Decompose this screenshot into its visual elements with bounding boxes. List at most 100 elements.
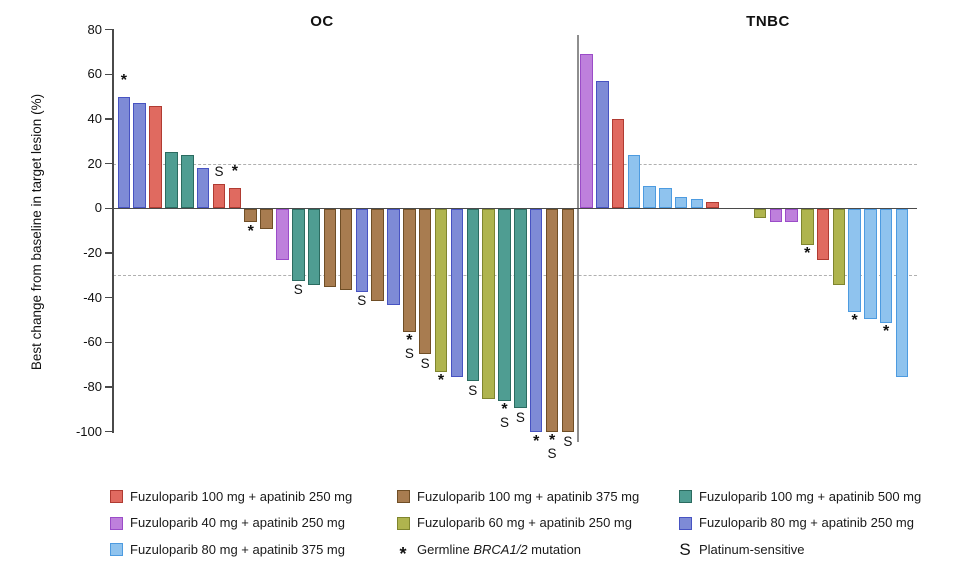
y-tick-label: -40: [83, 289, 102, 305]
bar-tnbc-4: [627, 154, 641, 209]
brca-mark: *: [851, 312, 858, 330]
bar-tnbc-18: [848, 209, 861, 312]
platinum-mark: S: [499, 414, 509, 430]
brca-legend-symbol: *: [399, 544, 407, 564]
y-tick-label: 60: [87, 66, 102, 82]
platinum-mark: S: [547, 446, 557, 462]
bar-tnbc-15: [801, 209, 814, 245]
y-tick: [105, 386, 112, 388]
legend-text: Germline: [417, 541, 474, 557]
bar-oc-7: [212, 183, 226, 209]
y-tick-label: -100: [75, 423, 102, 439]
gene-name: BRCA1/2: [473, 541, 528, 557]
y-tick: [105, 252, 112, 254]
bar-oc-13: [307, 209, 321, 286]
bar-tnbc-16: [816, 209, 830, 261]
bar-oc-10: [260, 209, 273, 230]
platinum-mark: S: [515, 409, 525, 425]
y-axis-title: Best change from baseline in target lesi…: [29, 93, 44, 371]
brca-mark: *: [804, 245, 811, 263]
bar-tnbc-19: [864, 209, 877, 319]
bar-oc-20: [418, 209, 432, 355]
bar-oc-17: [371, 209, 384, 301]
bar-oc-18: [387, 209, 400, 306]
brca-mark: *: [120, 71, 127, 89]
bar-oc-22: [450, 209, 464, 377]
bar-tnbc-17: [832, 209, 846, 286]
panel-title-tnbc: TNBC: [746, 13, 790, 30]
bar-oc-21: [434, 209, 448, 373]
brca-mark: *: [501, 400, 508, 418]
bar-oc-12: [292, 209, 305, 281]
brca-mark: *: [437, 372, 445, 390]
bar-oc-19: [403, 209, 416, 332]
bar-oc-26: [514, 209, 527, 408]
platinum-legend-symbol: S: [679, 540, 691, 559]
reference-line-20: [113, 163, 917, 165]
brca-mark: *: [406, 331, 413, 349]
bar-oc-8: [228, 188, 242, 209]
bar-oc-1: [117, 96, 131, 209]
y-tick-label: -20: [83, 244, 102, 260]
y-tick: [105, 163, 112, 165]
bar-tnbc-13: [769, 209, 783, 223]
bar-oc-16: [355, 209, 368, 292]
y-tick: [105, 341, 112, 344]
y-tick: [105, 118, 112, 120]
bar-oc-15: [339, 209, 353, 290]
legend-item-label: Platinum-sensitive: [699, 541, 805, 557]
brca-mark: *: [533, 432, 540, 450]
bar-tnbc-3: [611, 118, 625, 209]
bar-oc-11: [276, 209, 289, 261]
bar-oc-3: [149, 105, 162, 209]
brca-mark: *: [882, 323, 890, 341]
y-tick: [105, 28, 112, 31]
y-axis-line: [112, 29, 114, 433]
legend-swatch-f40_a250: [110, 516, 123, 530]
panel-title-oc: OC: [310, 13, 334, 30]
brca-mark: *: [548, 432, 556, 450]
bar-oc-28: [545, 209, 559, 433]
platinum-mark: S: [563, 434, 573, 450]
bar-oc-23: [466, 209, 480, 382]
y-tick-label: 80: [87, 21, 102, 37]
y-tick: [105, 431, 112, 433]
panel-divider: [577, 35, 579, 442]
brca-mark: *: [231, 163, 238, 181]
legend-swatch-f80_a250: [679, 516, 692, 530]
y-tick-label: 40: [87, 110, 102, 126]
y-tick: [105, 297, 112, 299]
platinum-mark: S: [468, 382, 478, 398]
bar-tnbc-20: [879, 209, 893, 324]
bar-oc-24: [482, 209, 495, 399]
y-tick: [105, 73, 112, 75]
bar-oc-27: [529, 209, 543, 433]
legend-text: mutation: [527, 541, 582, 557]
legend-item-label: Germline BRCA1/2 mutation: [417, 542, 581, 558]
bar-tnbc-21: [895, 209, 909, 377]
y-tick-label: -80: [83, 379, 102, 395]
bar-tnbc-1: [580, 54, 593, 209]
legend-swatch-f100_a375: [397, 490, 410, 503]
bar-oc-14: [323, 209, 337, 288]
bar-tnbc-2: [596, 80, 609, 209]
legend-swatch-f80_a375: [110, 543, 123, 556]
legend-swatch-f100_a250: [110, 490, 123, 503]
platinum-mark: S: [214, 163, 224, 179]
bar-tnbc-5: [643, 185, 656, 209]
y-tick: [105, 207, 112, 209]
brca-mark: *: [247, 222, 254, 240]
bar-oc-6: [196, 168, 210, 209]
y-tick-label: 20: [87, 155, 102, 171]
legend-swatch-f60_a250: [397, 516, 410, 530]
platinum-mark: S: [404, 345, 414, 361]
bar-oc-9: [244, 209, 257, 223]
bar-oc-25: [498, 209, 511, 402]
x-baseline: [113, 207, 917, 210]
bar-oc-2: [133, 103, 146, 209]
platinum-mark: S: [357, 293, 367, 309]
bar-oc-5: [181, 154, 194, 209]
legend-item-label: Fuzuloparib 100 mg + apatinib 500 mg: [699, 488, 922, 504]
legend-item-label: Fuzuloparib 80 mg + apatinib 375 mg: [130, 541, 345, 557]
